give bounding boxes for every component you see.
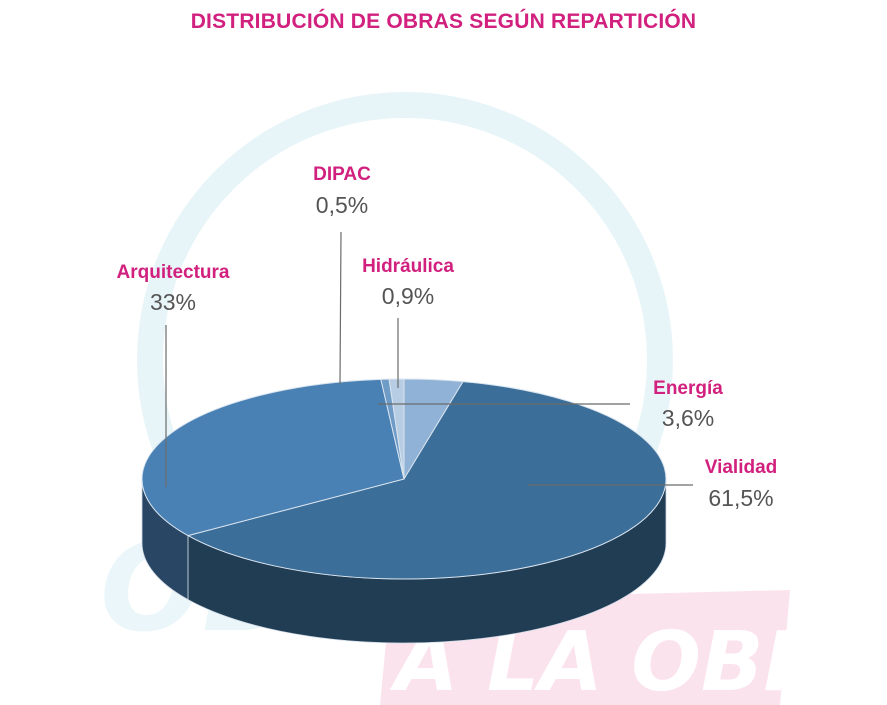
label-value-dipac: 0,5% — [316, 192, 368, 218]
label-name-vialidad: Vialidad — [705, 457, 778, 478]
pie-top — [141, 378, 667, 580]
label-value-arquitectura: 33% — [150, 289, 196, 315]
chart-title: DISTRIBUCIÓN DE OBRAS SEGÚN REPARTICIÓN — [190, 10, 697, 33]
leader-line-dipac — [339, 231, 342, 385]
label-value-hidráulica: 0,9% — [382, 283, 434, 309]
label-name-energía: Energía — [653, 378, 723, 399]
label-value-energía: 3,6% — [662, 405, 714, 431]
label-value-vialidad: 61,5% — [708, 485, 773, 511]
pie-labels: Vialidad 61,5% Arquitectura 33% DIPAC 0,5% Hid… — [117, 164, 778, 511]
label-name-dipac: DIPAC — [313, 164, 371, 185]
pie-slice-vialidad — [186, 381, 667, 580]
label-name-hidráulica: Hidráulica — [362, 256, 454, 277]
pie-slice-arquitectura — [141, 378, 405, 537]
label-name-arquitectura: Arquitectura — [117, 262, 230, 283]
